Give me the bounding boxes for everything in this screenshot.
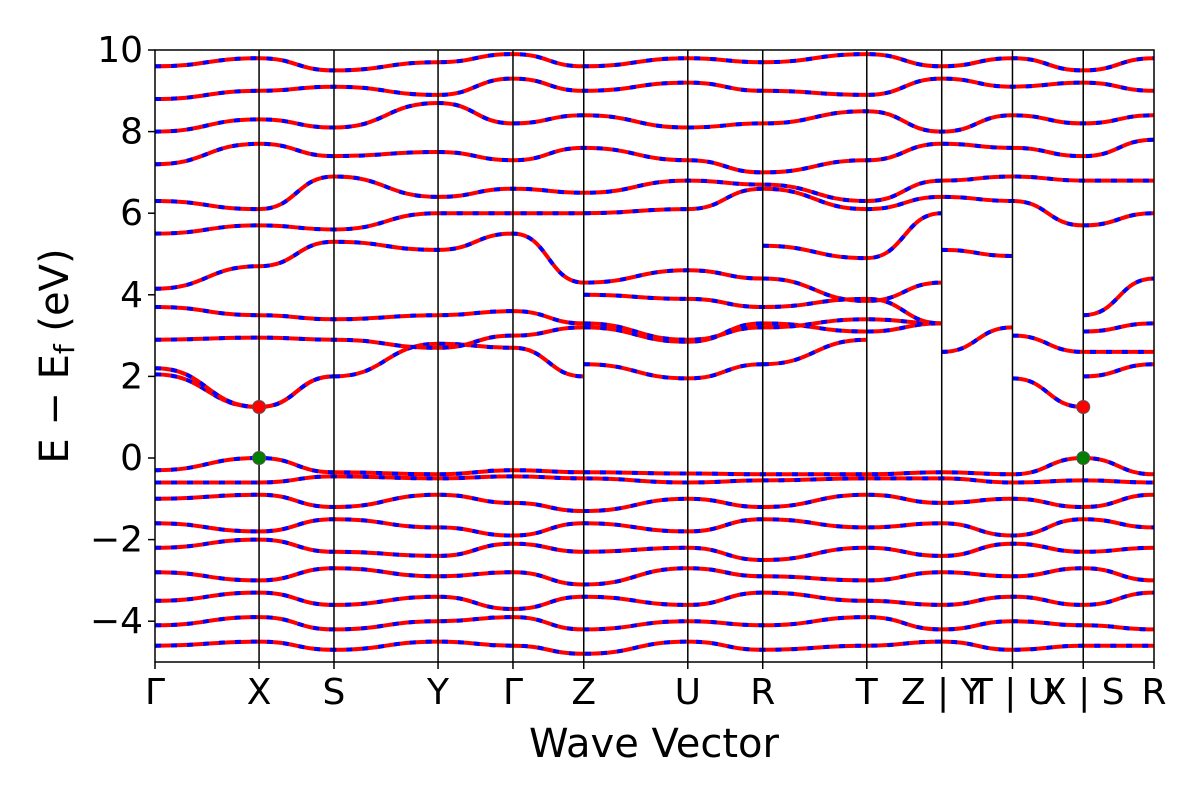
band-spin-down-3 (583, 362, 763, 381)
x-axis: Γ X S Y Γ Z U R T Z | YT | UX | S R (145, 662, 1167, 713)
x-tick-label: R (750, 672, 775, 713)
x-tick-label: X (247, 672, 272, 713)
band-spin-down-23 (155, 455, 1154, 477)
y-tick-label: −2 (90, 520, 143, 561)
x-tick-label: Y (426, 672, 450, 713)
plot-frame (154, 49, 1155, 663)
band-spin-down-16 (1083, 321, 1154, 334)
band-spin-up-4 (762, 337, 867, 367)
band-spin-down-19 (155, 137, 1154, 175)
y-axis: −4 −2 0 2 4 6 8 10 (90, 30, 155, 642)
x-tick-label: Z | Y (901, 672, 984, 713)
band-spin-down-30 (155, 615, 1154, 632)
cbm-marker-0 (252, 400, 267, 414)
band-spin-down-5 (941, 325, 1013, 354)
y-tick-label: 6 (120, 193, 143, 234)
band-spin-down-31 (155, 639, 1154, 656)
x-tick-label: S (323, 672, 346, 713)
band-spin-up-15 (1083, 276, 1154, 318)
vbm-marker-1 (1076, 451, 1091, 465)
x-tick-label: T | U (970, 672, 1054, 713)
band-edge-markers (252, 400, 1091, 465)
y-tick-label: 2 (120, 356, 143, 397)
band-spin-down-6 (1012, 376, 1084, 409)
cbm-marker-1 (1076, 400, 1091, 414)
y-tick-label: 0 (120, 438, 143, 479)
band-spin-down-9 (155, 305, 942, 342)
y-axis-title-main: E − E (32, 354, 78, 464)
x-tick-label: Γ (145, 672, 165, 713)
band-spin-down-10 (155, 231, 942, 303)
y-axis-title-subscript: f (48, 343, 81, 354)
band-spin-down-12 (762, 211, 942, 261)
x-tick-label: Γ (503, 672, 523, 713)
y-axis-title: E − Ef (eV) (32, 248, 81, 463)
band-spin-down-18 (155, 174, 1154, 212)
y-tick-label: 8 (120, 112, 143, 153)
x-tick-label: X | S (1042, 672, 1125, 713)
y-tick-label: 10 (97, 30, 143, 71)
x-tick-label: T (855, 672, 879, 713)
y-tick-label: −4 (90, 601, 143, 642)
band-spin-up-8 (155, 321, 942, 350)
x-tick-label: Z (571, 672, 596, 713)
band-spin-down-2 (333, 341, 584, 379)
y-tick-label: 4 (120, 275, 143, 316)
band-spin-down-13 (941, 247, 1013, 258)
vbm-marker-0 (252, 451, 267, 465)
band-spin-down-7 (1083, 362, 1154, 379)
x-tick-label: R (1141, 672, 1166, 713)
y-axis-title-unit: (eV) (32, 248, 78, 344)
x-axis-title: Wave Vector (529, 721, 780, 767)
high-symmetry-lines (258, 50, 1084, 662)
x-tick-label: U (675, 672, 701, 713)
